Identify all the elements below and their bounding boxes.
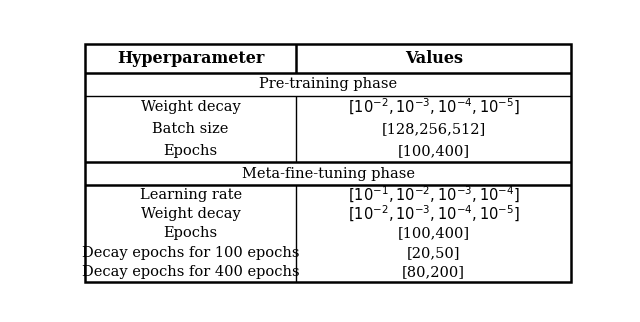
Text: $[10^{-1}, 10^{-2}, 10^{-3}, 10^{-4}]$: $[10^{-1}, 10^{-2}, 10^{-3}, 10^{-4}]$ [348, 185, 520, 205]
Text: [128,256,512]: [128,256,512] [381, 122, 486, 136]
Bar [85, 224, 571, 243]
Text: [80,200]: [80,200] [402, 265, 465, 279]
Bar [85, 118, 571, 140]
Text: Epochs: Epochs [164, 226, 218, 241]
Text: Epochs: Epochs [164, 144, 218, 158]
Text: [100,400]: [100,400] [397, 226, 470, 241]
Bar [85, 204, 571, 224]
Text: Pre-training phase: Pre-training phase [259, 77, 397, 91]
Text: [100,400]: [100,400] [397, 144, 470, 158]
Bar [85, 262, 571, 282]
Bar [85, 243, 571, 262]
Text: [20,50]: [20,50] [407, 246, 460, 260]
Text: $[10^{-2}, 10^{-3}, 10^{-4}, 10^{-5}]$: $[10^{-2}, 10^{-3}, 10^{-4}, 10^{-5}]$ [348, 204, 520, 224]
Text: Weight decay: Weight decay [141, 207, 241, 221]
Text: Decay epochs for 400 epochs: Decay epochs for 400 epochs [82, 265, 300, 279]
Bar [85, 163, 571, 185]
Text: $[10^{-2}, 10^{-3}, 10^{-4}, 10^{-5}]$: $[10^{-2}, 10^{-3}, 10^{-4}, 10^{-5}]$ [348, 97, 520, 117]
Bar [85, 185, 571, 204]
Bar [85, 96, 571, 118]
Text: Meta-fine-tuning phase: Meta-fine-tuning phase [241, 167, 415, 181]
Text: Learning rate: Learning rate [140, 188, 242, 202]
Bar [85, 140, 571, 163]
Text: Weight decay: Weight decay [141, 100, 241, 114]
Text: Decay epochs for 100 epochs: Decay epochs for 100 epochs [82, 246, 300, 260]
Text: Values: Values [404, 50, 463, 67]
Text: Hyperparameter: Hyperparameter [117, 50, 264, 67]
Text: Batch size: Batch size [152, 122, 229, 136]
Bar [85, 43, 571, 73]
Bar [85, 73, 571, 96]
